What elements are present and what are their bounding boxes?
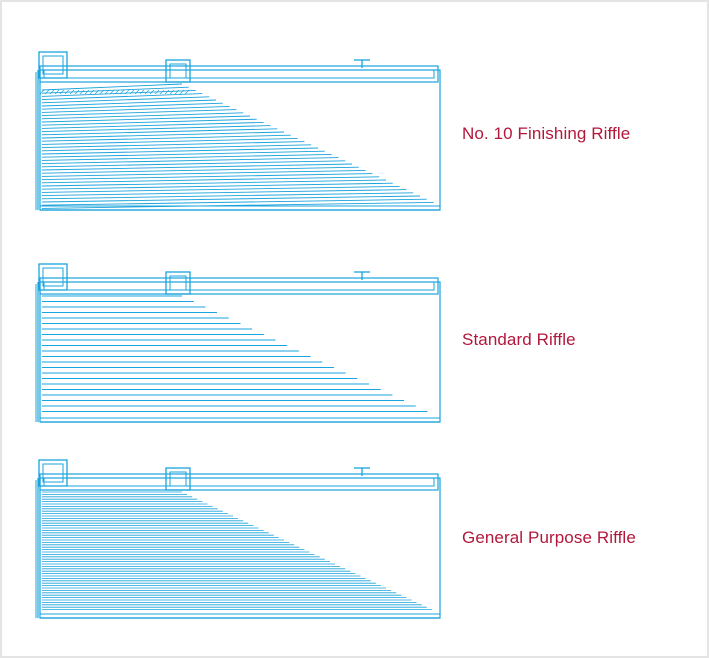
riffle-bar bbox=[41, 128, 278, 136]
riffle-bar bbox=[41, 89, 196, 97]
middle-bracket-inner bbox=[169, 275, 187, 291]
riffle-bar bbox=[41, 173, 373, 181]
riffle-bar bbox=[41, 99, 217, 107]
general-purpose-riffle-table-diagram bbox=[32, 454, 452, 624]
middle-bracket bbox=[165, 59, 191, 83]
riffle-hatch bbox=[119, 89, 125, 95]
top-rail-outer bbox=[39, 65, 439, 83]
riffle-hatch bbox=[69, 89, 75, 95]
riffle-hatch bbox=[129, 89, 135, 95]
riffle-bar bbox=[41, 192, 414, 200]
riffle-hatch bbox=[134, 89, 140, 95]
riffle-hatch bbox=[84, 89, 90, 95]
riffle-hatch bbox=[74, 89, 80, 95]
riffle-hatch bbox=[154, 89, 160, 95]
top-rail-inner bbox=[43, 69, 435, 79]
riffle-bar bbox=[41, 96, 210, 104]
left-bracket-inner bbox=[42, 267, 64, 287]
riffle-bar bbox=[41, 102, 223, 110]
standard-riffle-label: Standard Riffle bbox=[462, 330, 576, 349]
riffle-hatch bbox=[99, 89, 105, 95]
top-rail-inner bbox=[43, 281, 435, 291]
riffle-bar bbox=[41, 115, 251, 123]
riffle-hatch bbox=[179, 89, 185, 95]
riffle-bar bbox=[41, 137, 298, 145]
riffle-hatch bbox=[79, 89, 85, 95]
riffle-bar bbox=[41, 189, 407, 197]
riffle-hatch bbox=[144, 89, 150, 95]
finishing-riffle-table-diagram bbox=[32, 46, 452, 216]
riffle-bar bbox=[41, 166, 359, 174]
riffle-hatch bbox=[94, 89, 100, 95]
riffle-bar bbox=[41, 83, 183, 91]
left-bracket-inner bbox=[42, 463, 64, 483]
middle-bracket-inner bbox=[169, 471, 187, 487]
riffle-bar bbox=[41, 160, 346, 168]
riffle-bar bbox=[41, 182, 393, 190]
left-bracket bbox=[38, 51, 68, 79]
riffle-hatch bbox=[64, 89, 70, 95]
riffle-hatch bbox=[174, 89, 180, 95]
finishing-riffle-label: No. 10 Finishing Riffle bbox=[462, 124, 631, 143]
riffle-hatch bbox=[114, 89, 120, 95]
riffle-hatch bbox=[44, 89, 50, 95]
left-bracket-inner bbox=[42, 55, 64, 75]
riffle-bar bbox=[41, 105, 230, 113]
general-purpose-riffle-drawing bbox=[35, 459, 441, 619]
riffle-hatch bbox=[54, 89, 60, 95]
riffle-bar bbox=[41, 198, 427, 206]
top-rail-outer bbox=[39, 473, 439, 491]
riffle-bar bbox=[41, 109, 237, 117]
riffle-hatch bbox=[39, 89, 45, 95]
riffle-bar bbox=[41, 93, 203, 101]
riffle-bar bbox=[41, 163, 353, 171]
riffle-hatch bbox=[159, 89, 165, 95]
middle-bracket bbox=[165, 271, 191, 295]
riffle-hatch bbox=[139, 89, 145, 95]
finishing-riffle-drawing bbox=[35, 51, 441, 211]
riffle-hatch bbox=[89, 89, 95, 95]
riffle-bar bbox=[41, 121, 264, 129]
left-bracket bbox=[38, 263, 68, 291]
riffle-hatch bbox=[124, 89, 130, 95]
riffle-hatch bbox=[49, 89, 55, 95]
riffle-bar bbox=[41, 185, 400, 193]
riffle-hatch bbox=[184, 89, 190, 95]
riffle-bar bbox=[41, 195, 421, 203]
riffle-bar bbox=[41, 169, 366, 177]
riffle-bar bbox=[41, 134, 291, 142]
riffle-bar bbox=[41, 144, 312, 152]
riffle-bar bbox=[41, 131, 285, 139]
riffle-bar bbox=[41, 147, 319, 155]
riffle-hatch bbox=[164, 89, 170, 95]
riffle-hatch bbox=[104, 89, 110, 95]
riffle-bar bbox=[41, 125, 271, 133]
left-bracket bbox=[38, 459, 68, 487]
general-purpose-riffle-label: General Purpose Riffle bbox=[462, 528, 636, 547]
riffle-bar bbox=[41, 141, 305, 149]
riffle-hatch bbox=[109, 89, 115, 95]
riffle-bar bbox=[41, 179, 387, 187]
riffle-hatch bbox=[169, 89, 175, 95]
riffle-bar bbox=[41, 150, 325, 158]
standard-riffle-table-diagram bbox=[32, 258, 452, 428]
riffle-bar bbox=[41, 118, 257, 126]
middle-bracket bbox=[165, 467, 191, 491]
standard-riffle-drawing bbox=[35, 263, 441, 423]
riffle-hatch bbox=[149, 89, 155, 95]
riffle-hatch bbox=[59, 89, 65, 95]
table-outline bbox=[39, 281, 441, 423]
top-rail-outer bbox=[39, 277, 439, 295]
riffle-bar bbox=[41, 201, 434, 209]
middle-bracket-inner bbox=[169, 63, 187, 79]
riffle-bar bbox=[41, 176, 380, 184]
riffle-bar bbox=[41, 112, 244, 120]
riffle-bar bbox=[41, 157, 339, 165]
riffle-bar bbox=[41, 153, 332, 161]
top-rail-inner bbox=[43, 477, 435, 487]
